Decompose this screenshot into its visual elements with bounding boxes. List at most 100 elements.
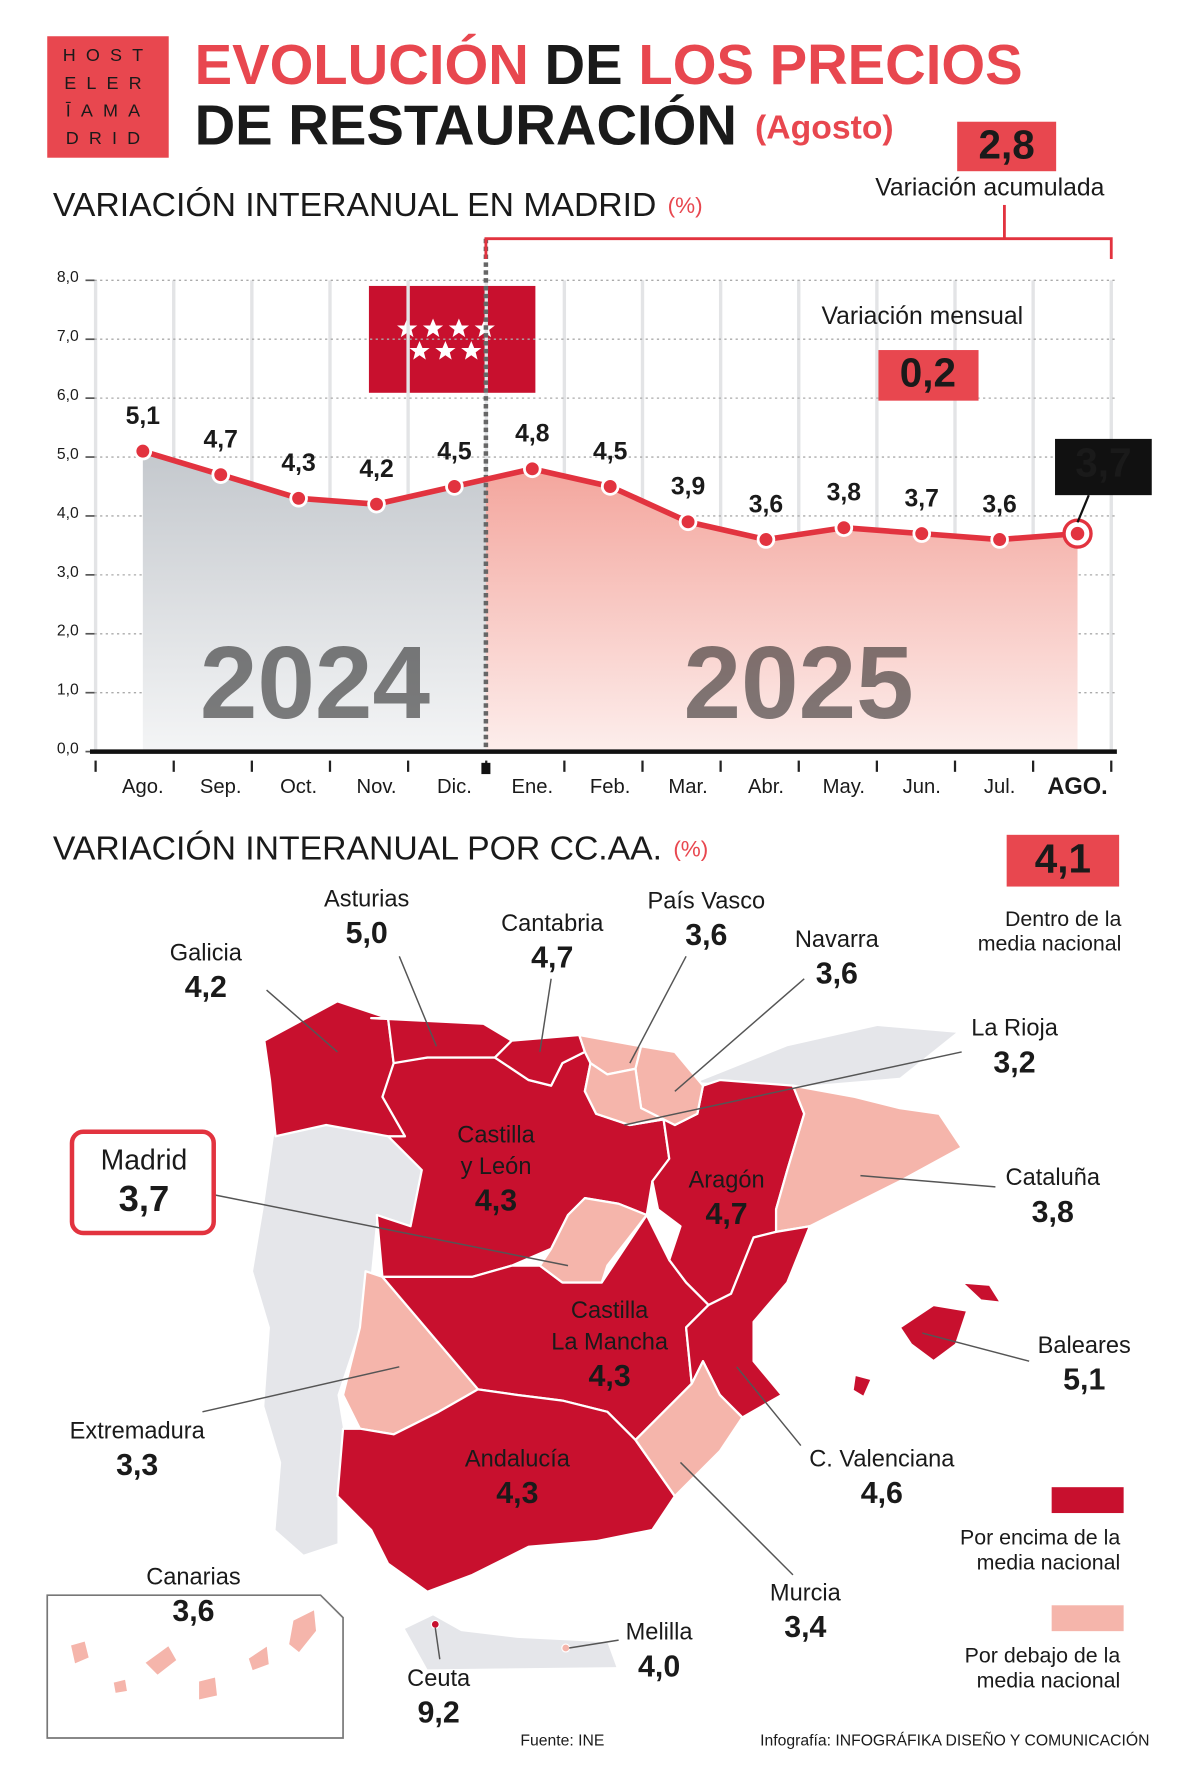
year-label: 2024 bbox=[200, 624, 430, 740]
x-tick-label: Dic. bbox=[437, 776, 472, 798]
highlight-box bbox=[69, 1129, 216, 1236]
y-tick-label: 2,0 bbox=[57, 623, 79, 640]
legend-swatch bbox=[1051, 1605, 1124, 1632]
region-name: Baleares bbox=[1038, 1333, 1131, 1359]
region-value: 3,4 bbox=[784, 1611, 826, 1644]
point bbox=[990, 530, 1009, 549]
chart-title: VARIACIÓN INTERANUAL EN MADRID (%) bbox=[53, 186, 703, 224]
region-shape bbox=[111, 1677, 130, 1696]
region-name: La Mancha bbox=[551, 1329, 669, 1355]
y-tick-label: 3,0 bbox=[57, 564, 79, 581]
x-tick-label: Abr. bbox=[748, 776, 784, 798]
source: Fuente: INE bbox=[520, 1733, 604, 1750]
value-label: 3,7 bbox=[905, 485, 939, 512]
legend-label: Por encima de la bbox=[960, 1526, 1120, 1550]
title-part: DE bbox=[545, 33, 623, 96]
leader-line bbox=[629, 955, 687, 1064]
region-shape bbox=[634, 1360, 744, 1498]
value-label: 4,8 bbox=[515, 421, 549, 448]
point bbox=[912, 524, 932, 543]
y-tick-label: 1,0 bbox=[57, 682, 79, 699]
value-label: 3,7 bbox=[1075, 440, 1131, 486]
region-name: Madrid bbox=[101, 1145, 188, 1177]
region-value: 4,2 bbox=[185, 971, 227, 1004]
region-value: 4,0 bbox=[638, 1650, 680, 1683]
region-shape bbox=[583, 1062, 665, 1127]
region-name: Extremadura bbox=[70, 1418, 206, 1444]
x-tick-label: Jun. bbox=[903, 776, 941, 798]
area-2025 bbox=[485, 468, 1078, 752]
region-name: Navarra bbox=[795, 927, 880, 953]
legend-label: media nacional bbox=[977, 1550, 1121, 1574]
x-tick-label: Feb. bbox=[590, 776, 631, 798]
y-tick-label: 7,0 bbox=[57, 328, 79, 345]
x-tick-label: Oct. bbox=[280, 776, 317, 798]
leader-line bbox=[860, 1174, 996, 1188]
region-name: Canarias bbox=[146, 1565, 240, 1591]
region-name: Ceuta bbox=[407, 1666, 471, 1692]
title-part: DE RESTAURACIÓN bbox=[195, 93, 737, 156]
region-dot bbox=[430, 1619, 440, 1629]
region-name: País Vasco bbox=[648, 889, 766, 915]
leader-line bbox=[398, 956, 438, 1047]
leader-line bbox=[213, 1194, 569, 1267]
accumulated-text: Variación acumulada bbox=[875, 175, 1104, 202]
leader-line bbox=[679, 1461, 794, 1576]
region-value: 4,7 bbox=[705, 1198, 747, 1231]
accumulated-value: 2,8 bbox=[979, 121, 1035, 167]
leader-line bbox=[202, 1366, 400, 1413]
callout-pointer bbox=[1076, 494, 1090, 523]
region-value: 3,7 bbox=[119, 1178, 170, 1219]
area-2024 bbox=[142, 451, 486, 752]
y-tick-label: 5,0 bbox=[57, 446, 79, 463]
point bbox=[445, 477, 464, 496]
region-name: Cataluña bbox=[1006, 1165, 1101, 1191]
region-value: 3,8 bbox=[1032, 1196, 1074, 1229]
national-box bbox=[1006, 834, 1120, 887]
region-value: 5,0 bbox=[346, 917, 388, 950]
year-label: 2025 bbox=[683, 624, 913, 740]
point bbox=[600, 477, 620, 496]
value-label: 4,2 bbox=[359, 456, 393, 483]
line-chart: VARIACIÓN INTERANUAL EN MADRID (%) 0,0 1,0 2… bbox=[53, 121, 1152, 800]
leader-line bbox=[569, 1639, 619, 1649]
region-name: Galicia bbox=[170, 940, 243, 966]
callout-box bbox=[1055, 438, 1152, 496]
value-label: 4,7 bbox=[204, 427, 238, 454]
y-tick-label: 0,0 bbox=[57, 740, 79, 757]
region-value: 4,6 bbox=[861, 1477, 903, 1510]
leader-line bbox=[434, 1627, 441, 1660]
monthly-box bbox=[878, 350, 979, 401]
region-name: Melilla bbox=[626, 1620, 694, 1646]
point bbox=[211, 465, 231, 484]
region-value: 3,2 bbox=[993, 1046, 1035, 1079]
accumulated-box bbox=[957, 121, 1057, 172]
region-shape bbox=[142, 1643, 179, 1678]
leader-line bbox=[624, 1051, 962, 1126]
logo-text: ĪAMA bbox=[66, 100, 150, 120]
region-name: C. Valenciana bbox=[809, 1446, 955, 1472]
region-name: Aragón bbox=[689, 1167, 765, 1193]
x-tick-label: Mar. bbox=[668, 776, 707, 798]
point bbox=[133, 441, 153, 461]
value-label: 4,5 bbox=[593, 438, 628, 465]
region-shape bbox=[336, 1388, 676, 1593]
value-label: 4,3 bbox=[281, 450, 315, 477]
national-text: Dentro de la bbox=[1005, 907, 1121, 931]
portugal bbox=[253, 1125, 422, 1555]
point bbox=[678, 512, 698, 532]
region-shape bbox=[684, 1225, 811, 1419]
x-tick-label: AGO. bbox=[1047, 774, 1107, 800]
region-dot bbox=[561, 1643, 571, 1653]
region-value: 3,6 bbox=[685, 919, 727, 952]
region-shape bbox=[263, 1000, 407, 1138]
x-tick-label: May. bbox=[823, 776, 865, 798]
leader-line bbox=[539, 978, 552, 1053]
title-part: (Agosto) bbox=[755, 109, 894, 147]
y-tick-label: 6,0 bbox=[57, 387, 79, 404]
x-tick-label: Nov. bbox=[356, 776, 396, 798]
region-shape bbox=[898, 1303, 969, 1363]
x-tick-label: Ene. bbox=[511, 776, 553, 798]
value-label: 3,6 bbox=[749, 491, 783, 518]
